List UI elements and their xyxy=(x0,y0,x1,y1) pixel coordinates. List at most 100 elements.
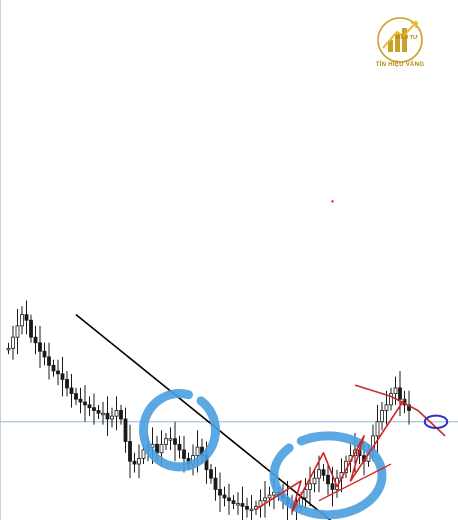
annotation-dot xyxy=(331,200,333,202)
candle xyxy=(115,396,118,430)
candle-body xyxy=(304,489,307,497)
candle-body xyxy=(246,506,249,509)
candle-body xyxy=(381,410,384,421)
candle xyxy=(214,467,217,501)
candle-body xyxy=(196,447,199,455)
candle-body xyxy=(385,405,388,411)
candle-body xyxy=(160,444,163,452)
candle-body xyxy=(124,419,127,442)
candle-body xyxy=(88,405,91,408)
candle xyxy=(93,394,96,425)
candle-body xyxy=(174,439,177,445)
candle-body xyxy=(178,444,181,450)
candle xyxy=(25,301,28,335)
candle-body xyxy=(30,320,33,337)
candle-body xyxy=(25,315,28,321)
candle-body xyxy=(264,498,267,501)
candle-body xyxy=(34,337,37,343)
candle-body xyxy=(97,410,100,413)
candle-body xyxy=(214,478,217,489)
candle xyxy=(12,326,15,360)
candle-body xyxy=(210,470,213,478)
candle xyxy=(169,427,172,450)
candle xyxy=(48,343,51,380)
candle xyxy=(246,498,249,518)
candle-body xyxy=(237,504,240,506)
candle xyxy=(178,436,181,459)
candle-body xyxy=(313,478,316,484)
candle xyxy=(79,388,82,413)
candle-body xyxy=(70,388,73,394)
candle-body xyxy=(21,315,24,326)
candle xyxy=(84,385,87,422)
candle-body xyxy=(165,439,168,445)
candle xyxy=(106,396,109,435)
candle-body xyxy=(16,326,19,337)
candle xyxy=(30,315,33,343)
candle-body xyxy=(115,410,118,416)
candle-body xyxy=(232,501,235,504)
candle xyxy=(394,377,397,405)
candle-body xyxy=(57,371,60,374)
candle-body xyxy=(376,422,379,436)
candle xyxy=(268,487,271,507)
candle-body xyxy=(7,348,10,350)
candle xyxy=(376,405,379,453)
candle xyxy=(232,495,235,509)
candle xyxy=(223,487,226,507)
candle-body xyxy=(138,458,141,464)
candle-body xyxy=(142,450,145,458)
candle xyxy=(70,374,73,408)
candle-body xyxy=(219,489,222,495)
candle xyxy=(408,391,411,425)
candle-body xyxy=(102,413,105,415)
candle xyxy=(165,433,168,450)
candle-body xyxy=(223,495,226,498)
candle xyxy=(66,371,69,396)
candle-body xyxy=(309,484,312,490)
candle xyxy=(381,402,384,430)
candle-body xyxy=(129,442,132,462)
candle xyxy=(237,492,240,515)
candle-body xyxy=(133,461,136,464)
candle xyxy=(210,464,213,484)
candle-body xyxy=(111,416,114,419)
candle xyxy=(75,388,78,405)
candle-body xyxy=(61,374,64,380)
candle-body xyxy=(66,379,69,387)
candle-body xyxy=(43,351,46,357)
candle xyxy=(61,357,64,396)
candle xyxy=(138,444,141,478)
candle xyxy=(88,396,91,416)
candle xyxy=(259,489,262,517)
candle-body xyxy=(12,337,15,348)
candle-body xyxy=(52,365,55,371)
candle xyxy=(111,408,114,428)
candle xyxy=(399,371,402,416)
candle-body xyxy=(394,388,397,394)
candle xyxy=(43,343,46,366)
candle-body xyxy=(322,470,325,476)
candle xyxy=(129,425,132,479)
candle xyxy=(52,360,55,377)
candle-body xyxy=(250,509,253,511)
candle xyxy=(124,408,127,453)
candle-body xyxy=(169,439,172,441)
logo-tag: ĐẦU TƯ xyxy=(392,35,422,41)
candle-body xyxy=(39,343,42,351)
candle-body xyxy=(93,408,96,411)
candle xyxy=(264,481,267,518)
candle-body xyxy=(79,399,82,402)
candle-body xyxy=(156,444,159,452)
candle xyxy=(241,487,244,520)
candle xyxy=(7,343,10,354)
candle xyxy=(309,467,312,506)
candle xyxy=(97,405,100,419)
candle-body xyxy=(241,504,244,507)
candle xyxy=(34,326,37,354)
candle xyxy=(39,326,42,368)
candle-body xyxy=(399,388,402,399)
candle xyxy=(322,464,325,481)
